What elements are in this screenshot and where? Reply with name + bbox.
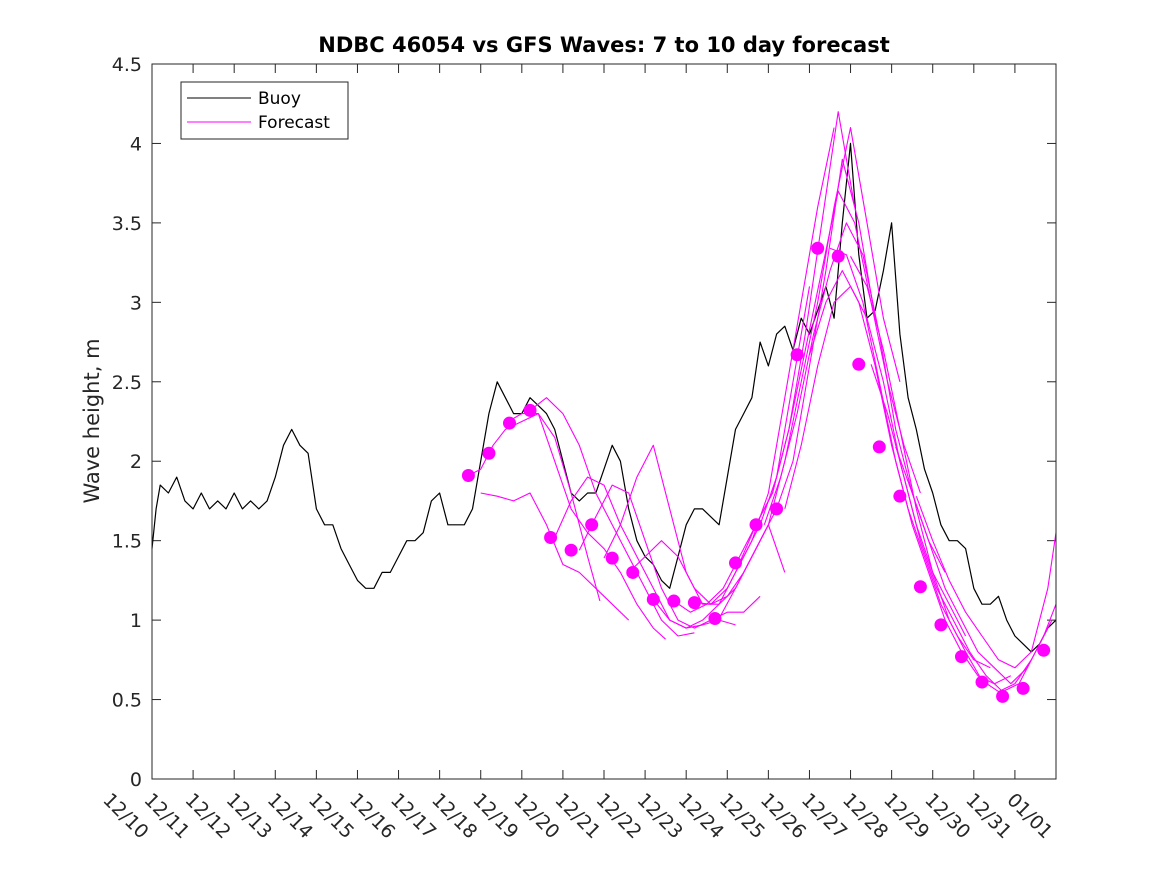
forecast-point [523,403,537,417]
forecast-point [749,518,763,532]
axes-box [151,63,1057,780]
forecast-point [831,249,845,263]
forecast-point [564,543,578,557]
forecast-point [605,551,619,565]
forecast-point [502,416,516,430]
forecast-line [652,127,835,629]
plot-area [152,64,1056,779]
y-tick-labels: 0 0.5 1 1.5 2 2.5 3 3.5 4 4.5 [112,54,142,791]
forecast-line [895,446,1057,685]
forecast-point [461,469,475,483]
forecast-line [694,158,876,605]
forecast-point [482,446,496,460]
forecast-line [628,286,811,605]
forecast-line [718,127,901,619]
y-tick-label: 4 [130,133,142,155]
y-tick-label: 3 [130,292,142,314]
forecast-point [996,689,1010,703]
chart-title: NDBC 46054 vs GFS Waves: 7 to 10 day for… [318,33,889,57]
forecast-line [480,492,630,621]
forecast-point [626,565,640,579]
forecast-point [1016,681,1030,695]
forecast-point [811,241,825,255]
forecast-line [915,496,1057,669]
y-axis-label: Wave height, m [80,338,104,503]
forecast-line [554,476,736,629]
forecast-line [739,190,921,564]
forecast-point [790,348,804,362]
legend-box [180,81,349,140]
forecast-point [687,596,701,610]
legend-buoy-label: Buoy [258,89,301,109]
y-tick-label: 0 [130,769,142,791]
forecast-point [646,592,660,606]
forecast-point [975,675,989,689]
forecast-point [913,580,927,594]
y-tick-label: 1 [130,610,142,632]
y-tick-label: 2 [130,451,142,473]
y-tick-label: 1.5 [112,531,142,553]
forecast-point [852,357,866,371]
forecast-line [529,397,695,637]
forecast-point [708,612,722,626]
forecast-point [770,502,784,516]
forecast-point [544,530,558,544]
forecast-point [667,594,681,608]
y-tick-label: 0.5 [112,690,142,712]
legend-forecast-label: Forecast [258,113,330,133]
forecast-point [728,556,742,570]
y-tick-label: 2.5 [112,372,142,394]
forecast-point [893,489,907,503]
forecast-point [585,518,599,532]
legend: Buoy Forecast [180,81,349,140]
forecast-point [954,650,968,664]
buoy-series [151,142,1057,653]
forecast-point [1037,643,1051,657]
y-tick-label: 3.5 [112,213,142,235]
forecast-point [872,440,886,454]
forecast-points-group [461,241,1051,703]
forecast-line [870,364,1053,693]
buoy-line [151,142,1057,653]
forecast-point [934,618,948,632]
forecast-line [784,285,967,637]
y-tick-label: 4.5 [112,54,142,76]
